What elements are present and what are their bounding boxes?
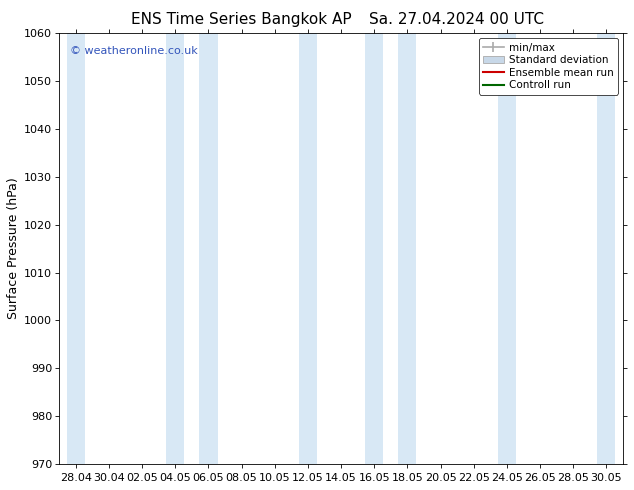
Bar: [498, 33, 516, 464]
Bar: [67, 33, 85, 464]
Text: ENS Time Series Bangkok AP: ENS Time Series Bangkok AP: [131, 12, 351, 27]
Bar: [299, 33, 317, 464]
Legend: min/max, Standard deviation, Ensemble mean run, Controll run: min/max, Standard deviation, Ensemble me…: [479, 38, 618, 95]
Text: © weatheronline.co.uk: © weatheronline.co.uk: [70, 46, 198, 56]
Bar: [365, 33, 384, 464]
Text: Sa. 27.04.2024 00 UTC: Sa. 27.04.2024 00 UTC: [369, 12, 544, 27]
Y-axis label: Surface Pressure (hPa): Surface Pressure (hPa): [7, 178, 20, 319]
Bar: [597, 33, 616, 464]
Bar: [166, 33, 184, 464]
Bar: [199, 33, 217, 464]
Bar: [398, 33, 417, 464]
